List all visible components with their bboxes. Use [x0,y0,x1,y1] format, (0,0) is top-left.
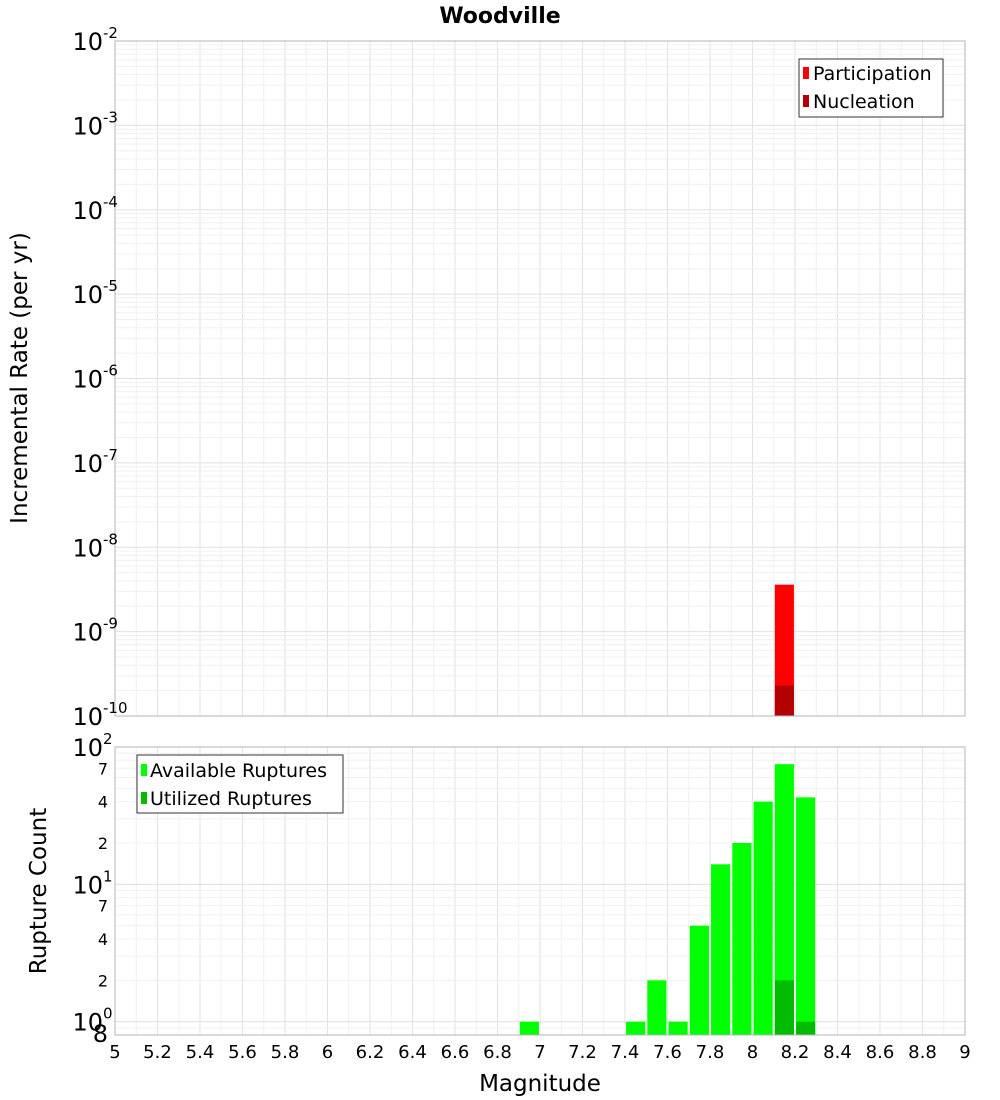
bar-available-ruptures [796,797,816,1035]
legend-swatch [141,764,147,776]
legend-label: Participation [813,63,932,85]
legend-swatch [803,67,809,79]
y-tick-exponent: 2 [103,730,113,748]
legend-label: Utilized Ruptures [150,788,312,810]
y-tick-exponent: -5 [103,277,118,295]
x-tick-label: 7.6 [653,1042,682,1063]
legend-box [136,754,344,814]
x-tick-label: 6.6 [441,1042,470,1063]
bar-available-ruptures [647,980,667,1035]
x-axis-label: Magnitude [479,1071,601,1097]
x-tick-label: 6 [322,1042,333,1063]
y-tick-exponent: -6 [103,362,118,380]
y-tick-exponent: 0 [103,1005,113,1023]
legend-box [798,58,944,118]
y-tick-label-minor: 7 [98,759,108,778]
y-tick-exponent: -4 [103,193,118,211]
x-tick-label: 9 [959,1042,970,1063]
x-tick-label: 7.8 [696,1042,725,1063]
y-tick-exponent: -10 [103,699,128,717]
x-tick-label: 8.2 [781,1042,810,1063]
bar-nucleation [774,685,794,716]
bar-utilized-ruptures [796,1021,816,1035]
bar-available-ruptures [519,1021,539,1035]
y-axis-label: Incremental Rate (per yr) [7,232,33,524]
y-tick-label: 10 [72,619,103,647]
y-tick-label: 10 [72,112,103,140]
x-tick-label: 7.2 [568,1042,597,1063]
y-tick-label: 10 [72,450,103,478]
x-tick-label: 6.8 [483,1042,512,1063]
y-tick-label: 10 [72,1009,103,1037]
y-axis-label: Rupture Count [26,808,52,974]
x-tick-label: 5.8 [271,1042,300,1063]
x-tick-label: 8 [747,1042,758,1063]
y-tick-label: 10 [72,281,103,309]
x-tick-label: 8.4 [823,1042,852,1063]
y-tick-label-minor: 8 [93,1020,108,1048]
legend-label: Nucleation [813,91,915,113]
y-tick-label: 10 [72,28,103,56]
legend-swatch [141,792,147,804]
y-tick-exponent: -7 [103,446,118,464]
y-tick-exponent: -9 [103,615,118,633]
x-tick-label: 5 [109,1042,120,1063]
legend-label: Available Ruptures [150,760,327,782]
bar-participation [774,584,794,716]
y-tick-label-minor: 2 [98,971,108,990]
y-tick-label: 10 [72,734,103,762]
x-tick-label: 5.6 [228,1042,257,1063]
x-tick-label: 5.4 [186,1042,215,1063]
bar-available-ruptures [711,864,731,1035]
plot-border [114,746,966,1036]
y-tick-label-minor: 4 [98,793,108,812]
plot-border [114,40,966,717]
x-tick-label: 8.6 [866,1042,895,1063]
bar-available-ruptures [689,925,709,1035]
bar-available-ruptures [668,1021,688,1035]
y-tick-label: 10 [72,534,103,562]
bar-utilized-ruptures [774,980,794,1035]
y-tick-exponent: -2 [103,24,118,42]
y-tick-label-minor: 2 [98,834,108,853]
x-tick-label: 8.8 [908,1042,937,1063]
y-tick-label: 10 [72,366,103,394]
chart-title: Woodville [439,4,560,29]
legend-swatch [803,95,809,107]
x-tick-label: 6.4 [398,1042,427,1063]
y-tick-exponent: -8 [103,530,118,548]
bar-available-ruptures [753,801,773,1035]
y-tick-exponent: 1 [103,867,113,885]
y-tick-label: 10 [72,871,103,899]
y-tick-exponent: -3 [103,108,118,126]
y-tick-label-minor: 4 [98,930,108,949]
x-tick-label: 5.2 [143,1042,172,1063]
y-tick-label-minor: 7 [98,897,108,916]
x-tick-label: 7 [534,1042,545,1063]
grid-lines [114,40,966,717]
y-tick-label: 10 [72,197,103,225]
bar-available-ruptures [626,1021,646,1035]
bar-available-ruptures [774,764,794,1035]
x-tick-label: 6.2 [356,1042,385,1063]
y-tick-label: 10 [72,703,103,731]
bar-available-ruptures [732,843,752,1035]
x-tick-label: 7.4 [611,1042,640,1063]
